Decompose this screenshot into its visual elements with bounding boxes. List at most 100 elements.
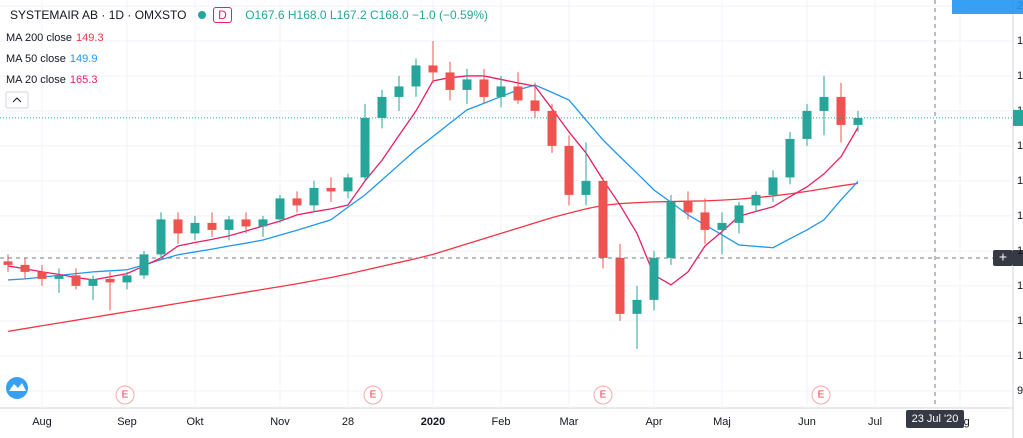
- badge[interactable]: D: [213, 7, 232, 23]
- x-tick-label: 28: [342, 416, 354, 428]
- y-tick-label: 180: [1017, 70, 1023, 82]
- y-tick-label: 90: [1017, 385, 1023, 397]
- indicator-value: 149.3: [76, 32, 104, 44]
- candle-body: [292, 198, 302, 206]
- indicator-name: MA 50 close: [6, 53, 66, 65]
- candle-body: [139, 254, 149, 276]
- quote: O167.6 H168.0 L167.2 C168.0 −1.0 (−0.59%…: [245, 8, 489, 22]
- candle-body: [394, 86, 404, 97]
- header: SYSTEMAIR AB · 1D · OMXSTO D O167.6 H168…: [6, 7, 489, 23]
- candle-body: [768, 177, 778, 195]
- x-tick-label: Nov: [270, 416, 290, 428]
- indicator-value: 149.9: [69, 53, 98, 65]
- collapse-button[interactable]: [5, 91, 29, 109]
- event-marker[interactable]: [811, 385, 831, 405]
- candle-body: [173, 219, 183, 234]
- candle-body: [3, 261, 13, 265]
- candle-body: [190, 222, 200, 234]
- candle-body: [258, 219, 268, 227]
- x-tick-label: Jul: [868, 416, 882, 428]
- collapse-icon: [12, 97, 22, 103]
- crosshair-price-box: [1013, 250, 1023, 266]
- candle-body: [700, 212, 710, 230]
- indicator-value: 165.3: [69, 74, 98, 86]
- candle-body: [853, 117, 863, 125]
- candle-body: [88, 278, 98, 286]
- candle-body: [428, 65, 438, 73]
- x-tick-label: 2020: [421, 416, 445, 428]
- candle-body: [836, 96, 846, 125]
- event-marker[interactable]: [115, 385, 135, 405]
- candle-body: [241, 219, 251, 227]
- indicator-name: MA 20 close: [6, 74, 66, 86]
- x-tick-label: Jun: [798, 416, 816, 428]
- indicator-name: MA 200 close: [6, 32, 73, 44]
- x-tick-label: Sep: [117, 416, 137, 428]
- status-dot: [197, 11, 206, 19]
- y-tick-label: 140: [1017, 210, 1023, 222]
- indicator-entry[interactable]: MA 20 close 165.3: [6, 74, 97, 86]
- candle-body: [275, 198, 285, 220]
- candle-body: [632, 299, 642, 314]
- candle-body: [802, 110, 812, 139]
- candle-body: [785, 138, 795, 178]
- candle-body: [122, 275, 132, 283]
- symbol: SYSTEMAIR AB · 1D · OMXSTO: [10, 8, 187, 22]
- candle-body: [819, 96, 829, 111]
- candle-body: [462, 79, 472, 90]
- candle-body: [666, 201, 676, 258]
- candle-body: [479, 79, 489, 97]
- candle-body: [564, 145, 574, 195]
- candle-body: [377, 96, 387, 118]
- y-tick-label: 110: [1017, 315, 1023, 327]
- candle-body: [496, 86, 506, 97]
- candle-body: [683, 201, 693, 213]
- x-tick-label: Maj: [713, 416, 731, 428]
- x-tick-label: Mar: [560, 416, 579, 428]
- candle-body: [37, 271, 47, 279]
- event-marker[interactable]: [593, 385, 613, 405]
- crosshair-date-box: [906, 410, 964, 428]
- event-marker[interactable]: [363, 385, 383, 405]
- y-tick-label: 160: [1017, 140, 1023, 152]
- x-tick-label: Apr: [645, 416, 662, 428]
- candle-body: [411, 65, 421, 87]
- event-label: E: [818, 390, 825, 401]
- y-tick-label: 100: [1017, 350, 1023, 362]
- crosshair-add-button[interactable]: [993, 250, 1013, 266]
- indicator-entry[interactable]: MA 50 close 149.9: [6, 53, 97, 65]
- event-label: E: [370, 390, 377, 401]
- candle-body: [207, 222, 217, 230]
- crosshair-date-label: 23 Jul '20: [912, 413, 959, 425]
- candle-body: [326, 187, 336, 192]
- x-tick-label: Aug: [32, 416, 52, 428]
- event-label: E: [600, 390, 607, 401]
- candle-body: [105, 278, 115, 283]
- candle-body: [530, 100, 540, 111]
- plus-icon: +: [999, 249, 1007, 265]
- candle-body: [309, 187, 319, 206]
- y-tick-label: 130: [1017, 245, 1023, 257]
- candle-body: [615, 257, 625, 314]
- candle-body: [360, 117, 370, 178]
- candle-body: [343, 177, 353, 192]
- ma-line: [7, 182, 859, 333]
- candle-body: [649, 257, 659, 300]
- event-label: E: [122, 390, 129, 401]
- candle-body: [71, 275, 81, 286]
- logo-mark: [9, 383, 26, 391]
- candle-body: [20, 264, 30, 272]
- candle-body: [547, 110, 557, 146]
- candle-body: [598, 180, 608, 258]
- y-tick-label: 150: [1017, 175, 1023, 187]
- candle-body: [581, 180, 591, 195]
- candle-body: [445, 72, 455, 90]
- candle-body: [513, 86, 523, 101]
- y-tick-label: 190: [1017, 35, 1023, 47]
- indicator-entry[interactable]: MA 200 close 149.3: [6, 32, 104, 44]
- last-price-box: [1013, 109, 1023, 126]
- candle-body: [156, 219, 166, 255]
- toolbar-edge: [952, 0, 1023, 14]
